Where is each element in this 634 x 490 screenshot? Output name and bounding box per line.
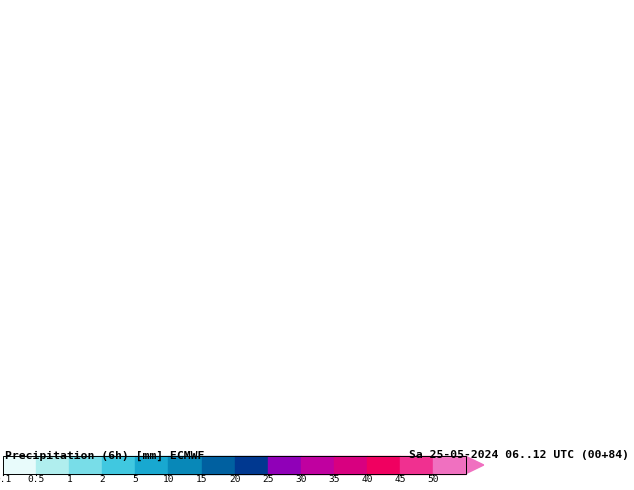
Bar [102,456,136,474]
Bar [400,456,433,474]
Text: 45: 45 [394,475,406,484]
Text: 20: 20 [229,475,240,484]
Bar [69,456,102,474]
Text: 1: 1 [67,475,72,484]
Bar [136,456,169,474]
Text: 5: 5 [133,475,138,484]
Text: 50: 50 [427,475,439,484]
Text: Precipitation (6h) [mm] ECMWF: Precipitation (6h) [mm] ECMWF [5,450,204,461]
Bar [301,456,333,474]
Text: 30: 30 [295,475,306,484]
Bar [235,456,268,474]
Bar [433,456,466,474]
Bar [367,456,400,474]
Text: 10: 10 [163,475,174,484]
Text: 0.5: 0.5 [28,475,45,484]
Bar [169,456,202,474]
Text: 25: 25 [262,475,273,484]
Text: Sa 25-05-2024 06..12 UTC (00+84): Sa 25-05-2024 06..12 UTC (00+84) [409,450,629,460]
Text: 35: 35 [328,475,339,484]
Bar [3,456,36,474]
Bar [36,456,69,474]
Text: 0.1: 0.1 [0,475,12,484]
Bar [202,456,235,474]
Bar [3,456,466,474]
Text: 15: 15 [196,475,207,484]
Bar [333,456,367,474]
Text: 2: 2 [100,475,105,484]
Text: 40: 40 [361,475,373,484]
FancyArrow shape [466,456,484,474]
Bar [268,456,301,474]
